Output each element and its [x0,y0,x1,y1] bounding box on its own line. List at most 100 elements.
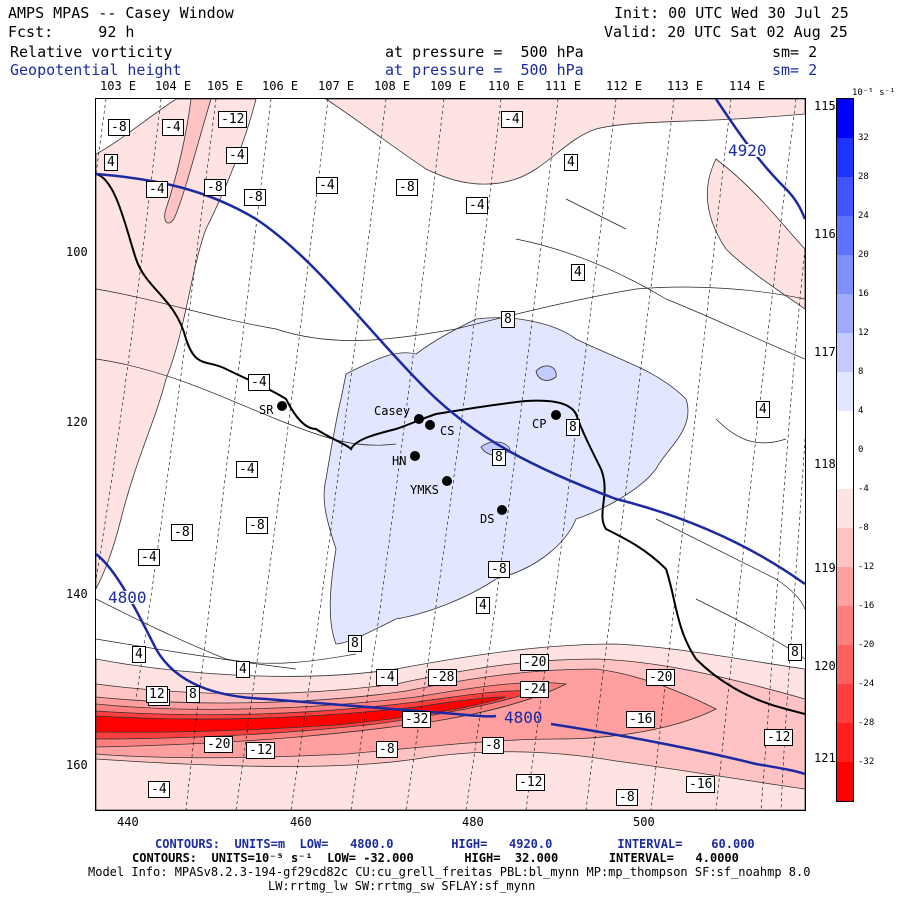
vorticity-contour-label: -4 [501,111,523,128]
lon-label-top: 112 E [606,79,643,93]
lon-label-top: 103 E [100,79,137,93]
lon-label-top: 107 E [318,79,355,93]
colorbar-tick-label: 0 [858,445,864,455]
colorbar-swatch [837,138,853,177]
colorbar [836,98,854,802]
map-plot-area: SR Casey CS CP HN YMKS DS 4920 4800 4800… [95,98,806,811]
vorticity-contour-label: 8 [566,419,580,436]
vorticity-contour-label: -4 [146,181,168,198]
vorticity-contour-label: -4 [226,147,248,164]
lon-label-top: 109 E [430,79,467,93]
height-contour-4920 [714,99,805,220]
colorbar-tick-label: -4 [858,484,869,494]
vorticity-contour-label: 4 [756,401,770,418]
vorticity-contour-label: 8 [186,686,200,703]
station-label: HN [392,454,407,468]
negative-vorticity-region-ne [706,158,805,310]
colorbar-tick-label: -8 [858,523,869,533]
lon-label-top: 104 E [155,79,192,93]
lon-label-top: 105 E [207,79,244,93]
colorbar-tick-label: 28 [858,172,869,182]
vorticity-contour-label: 12 [146,686,168,703]
lon-label-top: 108 E [374,79,411,93]
vorticity-contour-label: 8 [348,635,362,652]
lon-label-top: 113 E [667,79,704,93]
vorticity-contour-label: -24 [520,681,550,698]
colorbar-swatch [837,723,853,762]
negative-vorticity-stripe-w [164,99,212,224]
vorticity-contour-label: -32 [402,711,432,728]
colorbar-tick-label: -24 [858,679,875,689]
colorbar-swatch [837,567,853,606]
height-label: 4800 [504,708,543,727]
footer-vorticity-contours: CONTOURS: UNITS=10⁻⁵ s⁻¹ LOW= -32.000 HI… [132,851,739,865]
station-marker-ds [497,505,507,515]
station-label: DS [480,512,495,526]
station-label: YMKS [410,483,439,497]
colorbar-tick-label: 32 [858,133,869,143]
vorticity-contour-label: -4 [138,549,160,566]
vorticity-contour-label: -8 [376,741,398,758]
colorbar-swatch [837,216,853,255]
vorticity-contour-label: -4 [316,177,338,194]
station-marker-hn [410,451,420,461]
vorticity-contour-label: -12 [246,742,276,759]
y-tick-label: 140 [66,587,88,601]
colorbar-swatch [837,450,853,489]
vorticity-contour-label: -8 [204,179,226,196]
colorbar-tick-label: 4 [858,406,864,416]
vorticity-contour-label: -8 [246,517,268,534]
colorbar-swatch [837,333,853,372]
y-tick-label: 100 [66,245,88,259]
station-marker-ymks [442,476,452,486]
vorticity-contour-label: -8 [244,189,266,206]
init-time: Init: 00 UTC Wed 30 Jul 25 [614,4,849,22]
colorbar-tick-label: 16 [858,289,869,299]
negative-vorticity-region-n [325,99,805,185]
vorticity-contour-label: -16 [686,776,716,793]
vorticity-contour-label: -8 [108,119,130,136]
colorbar-tick-label: -20 [858,640,875,650]
valid-time: Valid: 20 UTC Sat 02 Aug 25 [604,23,848,41]
colorbar-swatch [837,99,853,138]
forecast-hour: Fcst: 92 h [8,23,135,41]
vorticity-contour-label: -8 [482,737,504,754]
vorticity-contour-label: -4 [248,374,270,391]
y-tick-label: 120 [66,415,88,429]
station-label: Casey [374,404,411,418]
colorbar-swatch [837,177,853,216]
positive-vorticity-core [535,365,557,381]
vorticity-contour-label: -4 [162,119,184,136]
vorticity-contour-label: -8 [171,524,193,541]
x-tick-label: 440 [117,815,139,829]
vorticity-contour-label: -4 [236,461,258,478]
colorbar-tick-label: -12 [858,562,875,572]
map-title: AMPS MPAS -- Casey Window [8,4,234,22]
colorbar-swatch [837,684,853,723]
height-contour-4800-east [550,722,805,776]
colorbar-tick-label: -28 [858,718,875,728]
lon-label-top: 106 E [262,79,299,93]
map-canvas [96,99,805,810]
positive-vorticity-region [323,317,689,645]
vorticity-contour-label: -20 [520,654,550,671]
vorticity-contour-label: -12 [516,774,546,791]
vorticity-contours [96,198,805,670]
station-marker-sr [277,401,287,411]
vorticity-contour-label: 4 [236,661,250,678]
height-label: 4800 [108,588,147,607]
footer-model-info-2: LW:rrtmg_lw SW:rrtmg_sw SFLAY:sf_mynn [268,879,536,893]
x-tick-label: 500 [633,815,655,829]
vorticity-contour-label: -4 [376,669,398,686]
vorticity-contour-label: 4 [564,154,578,171]
vorticity-contour-label: -4 [148,781,170,798]
vorticity-contour-label: -8 [396,179,418,196]
x-tick-label: 480 [462,815,484,829]
station-markers [277,401,561,515]
field2-smoothing: sm= 2 [772,61,818,79]
vorticity-contour-label: 4 [132,646,146,663]
colorbar-tick-label: -32 [858,757,875,767]
colorbar-swatch [837,489,853,528]
height-contour-4860 [96,172,805,586]
vorticity-contour-label: 8 [788,644,802,661]
